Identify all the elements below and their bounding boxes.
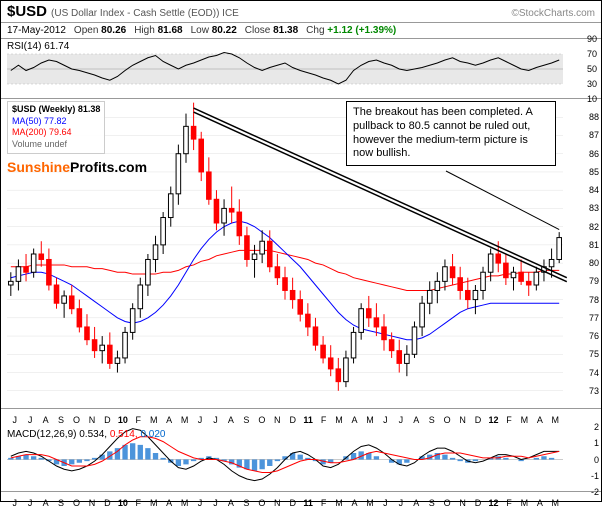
watermark-b: Profits.com (70, 159, 147, 175)
macd-label: MACD(12,26,9) 0.534, 0.514, 0.020 (7, 429, 165, 440)
close-value: 81.38 (273, 25, 298, 36)
date-axis-lower: JJASOND10FMAMJJASOND11FMAMJJASOND12FMAM (1, 492, 601, 510)
legend-box: $USD (Weekly) 81.38 MA(50) 77.82 MA(200)… (7, 101, 105, 154)
symbol-description: (US Dollar Index - Cash Settle (EOD)) IC… (51, 8, 511, 19)
chart-container: $USD (US Dollar Index - Cash Settle (EOD… (0, 0, 602, 502)
watermark-a: Sunshine (7, 159, 70, 175)
low-label: Low (191, 25, 209, 36)
price-panel: $USD (Weekly) 81.38 MA(50) 77.82 MA(200)… (1, 99, 601, 409)
high-label: High (134, 25, 155, 36)
ohlc-bar: 17-May-2012 Open 80.26 High 81.68 Low 80… (1, 23, 601, 39)
date-axis-upper: JJASOND10FMAMJJASOND11FMAMJJASOND12FMAM (1, 409, 601, 427)
watermark: SunshineProfits.com (7, 159, 147, 175)
chg-value: +1.12 (+1.39%) (327, 25, 396, 36)
open-label: Open (74, 25, 98, 36)
rsi-panel: RSI(14) 61.74 1030507090 (1, 39, 601, 99)
rsi-chart (1, 39, 601, 99)
rsi-label: RSI(14) 61.74 (7, 41, 69, 52)
chart-header: $USD (US Dollar Index - Cash Settle (EOD… (1, 1, 601, 23)
low-value: 80.22 (212, 25, 237, 36)
close-label: Close (245, 25, 271, 36)
annotation-box: The breakout has been completed. A pullb… (346, 101, 556, 166)
macd-panel: MACD(12,26,9) 0.534, 0.514, 0.020 -2-101… (1, 427, 601, 492)
chg-label: Chg (306, 25, 324, 36)
symbol: $USD (7, 3, 47, 20)
legend-title: $USD (Weekly) 81.38 (12, 104, 100, 116)
high-value: 81.68 (158, 25, 183, 36)
legend-volume: Volume undef (12, 139, 100, 151)
legend-ma50: MA(50) 77.82 (12, 116, 100, 128)
date: 17-May-2012 (7, 25, 66, 36)
attribution: ©StockCharts.com (511, 8, 595, 19)
open-value: 80.26 (101, 25, 126, 36)
legend-ma200: MA(200) 79.64 (12, 127, 100, 139)
